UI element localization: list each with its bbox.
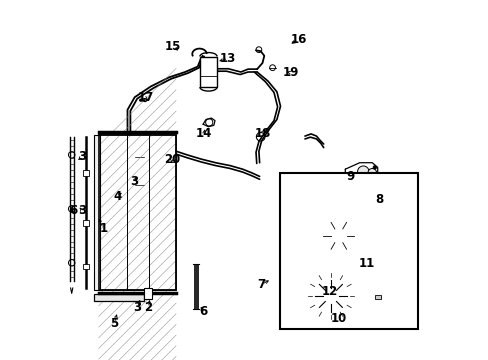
Circle shape — [299, 230, 304, 234]
Circle shape — [295, 291, 299, 296]
Circle shape — [288, 291, 292, 296]
Text: 1: 1 — [99, 222, 107, 235]
Bar — [279, 173, 418, 329]
Circle shape — [306, 271, 355, 320]
Text: 8: 8 — [375, 193, 383, 206]
Text: 3: 3 — [133, 301, 142, 314]
Circle shape — [367, 168, 376, 177]
Text: 13: 13 — [220, 52, 236, 65]
Text: 7: 7 — [257, 278, 265, 291]
Circle shape — [372, 166, 376, 169]
Text: 18: 18 — [254, 127, 270, 140]
Circle shape — [316, 213, 361, 258]
Circle shape — [367, 295, 372, 299]
Circle shape — [136, 153, 142, 160]
Circle shape — [323, 289, 337, 303]
Circle shape — [357, 166, 368, 177]
Circle shape — [168, 158, 175, 166]
Circle shape — [322, 220, 354, 252]
Text: 3: 3 — [78, 150, 86, 163]
Text: 6: 6 — [69, 204, 78, 217]
Bar — [99, 135, 176, 290]
Circle shape — [321, 231, 325, 235]
Bar — [94, 135, 100, 290]
Bar — [143, 288, 151, 299]
Circle shape — [269, 65, 275, 71]
Text: 10: 10 — [330, 312, 346, 325]
Circle shape — [348, 175, 352, 179]
Circle shape — [136, 181, 142, 188]
Text: 3: 3 — [78, 204, 86, 217]
Circle shape — [313, 279, 347, 313]
Circle shape — [311, 244, 315, 249]
Text: 17: 17 — [137, 91, 153, 104]
Circle shape — [372, 175, 376, 179]
Text: 9: 9 — [346, 170, 354, 183]
Circle shape — [256, 132, 264, 141]
Circle shape — [331, 229, 346, 243]
Text: 5: 5 — [110, 317, 118, 330]
Text: 19: 19 — [282, 66, 298, 79]
Bar — [83, 220, 89, 226]
Text: 11: 11 — [358, 257, 374, 270]
Text: 2: 2 — [144, 301, 152, 314]
Bar — [99, 135, 176, 290]
Bar — [99, 135, 176, 290]
Bar — [94, 294, 144, 301]
Circle shape — [68, 206, 75, 212]
Circle shape — [306, 233, 318, 244]
Circle shape — [68, 152, 75, 158]
Text: 15: 15 — [164, 40, 181, 53]
Text: 16: 16 — [290, 33, 306, 46]
Circle shape — [68, 260, 75, 266]
Text: 6: 6 — [199, 305, 207, 318]
Circle shape — [205, 119, 212, 126]
Bar — [83, 264, 89, 269]
Circle shape — [256, 47, 261, 53]
Circle shape — [291, 295, 296, 299]
Text: 4: 4 — [113, 190, 122, 203]
Text: 20: 20 — [163, 153, 180, 166]
Bar — [374, 295, 380, 299]
Circle shape — [302, 228, 322, 248]
Text: 12: 12 — [322, 285, 338, 298]
Bar — [200, 57, 217, 87]
Text: 14: 14 — [196, 127, 212, 140]
Text: 3: 3 — [130, 175, 138, 188]
Bar — [83, 170, 89, 176]
